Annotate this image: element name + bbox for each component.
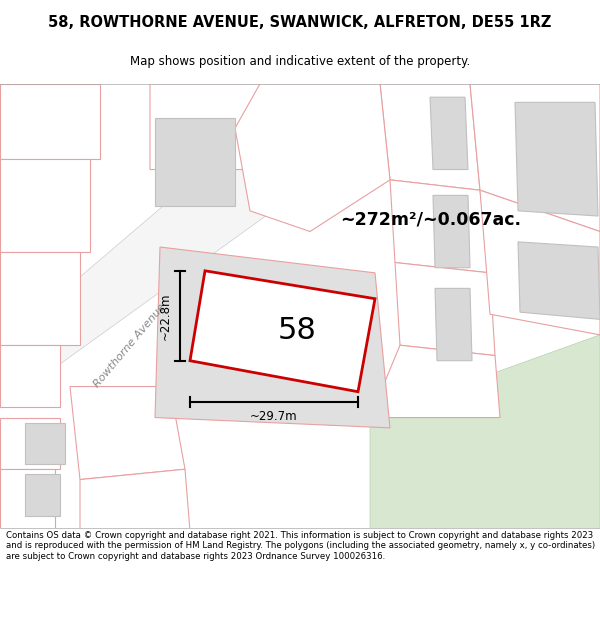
Text: Rowthorne Avenue: Rowthorne Avenue — [92, 301, 168, 389]
Polygon shape — [260, 84, 390, 169]
Polygon shape — [0, 469, 55, 531]
Polygon shape — [515, 102, 598, 216]
Polygon shape — [390, 180, 490, 273]
Text: ~22.8m: ~22.8m — [159, 292, 172, 339]
Polygon shape — [0, 345, 60, 408]
Polygon shape — [433, 196, 470, 268]
Polygon shape — [395, 262, 495, 356]
Text: ~29.7m: ~29.7m — [250, 410, 298, 423]
Polygon shape — [155, 247, 390, 428]
Polygon shape — [0, 149, 280, 408]
Polygon shape — [0, 84, 100, 159]
Polygon shape — [370, 335, 600, 531]
Polygon shape — [435, 288, 472, 361]
Polygon shape — [70, 386, 185, 479]
Polygon shape — [235, 84, 390, 231]
Text: 58, ROWTHORNE AVENUE, SWANWICK, ALFRETON, DE55 1RZ: 58, ROWTHORNE AVENUE, SWANWICK, ALFRETON… — [49, 15, 551, 30]
Polygon shape — [25, 422, 65, 464]
Polygon shape — [80, 469, 190, 531]
Polygon shape — [518, 242, 600, 319]
Text: ~272m²/~0.067ac.: ~272m²/~0.067ac. — [340, 210, 521, 228]
Polygon shape — [430, 97, 468, 169]
Polygon shape — [25, 474, 60, 516]
Polygon shape — [155, 118, 235, 206]
Text: 58: 58 — [278, 316, 316, 345]
Polygon shape — [480, 190, 600, 335]
Polygon shape — [0, 253, 80, 345]
Polygon shape — [380, 84, 480, 190]
Polygon shape — [0, 159, 90, 252]
Polygon shape — [0, 418, 60, 469]
Polygon shape — [190, 271, 375, 392]
Text: Contains OS data © Crown copyright and database right 2021. This information is : Contains OS data © Crown copyright and d… — [6, 531, 595, 561]
Polygon shape — [470, 84, 600, 231]
Text: Map shows position and indicative extent of the property.: Map shows position and indicative extent… — [130, 54, 470, 68]
Polygon shape — [370, 345, 500, 418]
Polygon shape — [150, 84, 275, 169]
